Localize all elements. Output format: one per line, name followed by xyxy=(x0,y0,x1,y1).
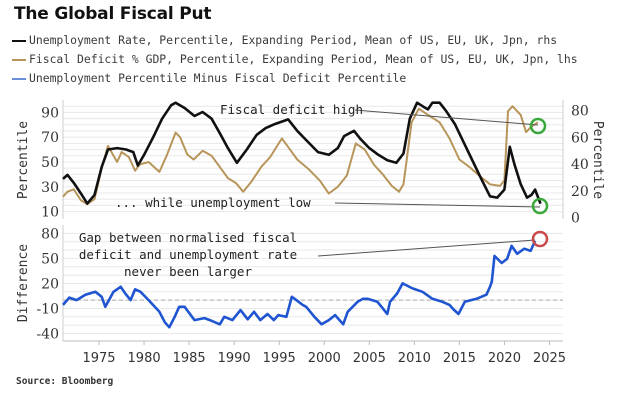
top-panel-grid xyxy=(63,105,563,213)
x-tick-label: 2020 xyxy=(488,351,521,366)
highlight-circle-gap xyxy=(531,230,549,248)
x-tick-label: 2005 xyxy=(353,351,386,366)
y-tick-label-left: 30 xyxy=(41,180,59,196)
y-tick-label-left: 90 xyxy=(41,105,59,121)
annotation-gap-line-2: deficit and unemployment rate xyxy=(79,247,297,262)
series-line-difference xyxy=(62,240,537,329)
legend-item-fiscal-deficit: Fiscal Deficit % GDP, Percentile, Expand… xyxy=(12,50,578,69)
highlight-circle-fiscal xyxy=(529,117,547,135)
legend-label-unemployment: Unemployment Rate, Percentile, Expanding… xyxy=(29,33,558,47)
legend-label-fiscal-deficit: Fiscal Deficit % GDP, Percentile, Expand… xyxy=(29,52,578,66)
y-tick-label-right: 80 xyxy=(571,104,589,120)
annotation-gap-line-1: Gap between normalised fiscal xyxy=(79,230,297,245)
bottom-left-ticks: -40 -10 20 50 80 xyxy=(36,226,59,342)
source-note: Source: Bloomberg xyxy=(16,376,114,387)
legend: Unemployment Rate, Percentile, Expanding… xyxy=(12,31,578,88)
unemployment-low-pointer xyxy=(334,202,541,208)
x-tick-label: 2000 xyxy=(308,351,341,366)
y-tick-label-bottom: 80 xyxy=(41,226,59,242)
top-left-ticks: 10 30 50 70 90 xyxy=(41,105,59,220)
legend-item-unemployment: Unemployment Rate, Percentile, Expanding… xyxy=(12,31,578,50)
top-left-axis-label: Percentile xyxy=(16,121,31,199)
series-line-fiscal-deficit xyxy=(62,105,539,206)
series-layer xyxy=(62,101,542,329)
y-tick-label-right: 60 xyxy=(571,130,589,146)
y-tick-label-left: 50 xyxy=(41,155,59,171)
legend-item-difference: Unemployment Percentile Minus Fiscal Def… xyxy=(12,69,578,88)
series-line-unemployment xyxy=(62,101,542,205)
x-tick-label: 2015 xyxy=(443,351,476,366)
y-tick-label-bottom: 50 xyxy=(41,251,59,267)
fiscal-high-pointer xyxy=(354,109,539,126)
x-tick-label: 1985 xyxy=(173,351,206,366)
top-right-ticks: 0 20 40 60 80 xyxy=(571,104,589,227)
legend-swatch-difference xyxy=(12,77,26,80)
x-tick-label: 2010 xyxy=(398,351,431,366)
y-tick-label-right: 20 xyxy=(571,184,589,200)
legend-swatch-unemployment xyxy=(12,39,26,42)
y-tick-label-left: 70 xyxy=(41,130,59,146)
x-tick-label: 1975 xyxy=(82,351,115,366)
annotation-unemployment-low: ... while unemployment low xyxy=(115,195,311,210)
bottom-left-axis-label: Difference xyxy=(16,244,31,322)
x-tick-label: 2025 xyxy=(533,351,566,366)
x-tick-label: 1995 xyxy=(263,351,296,366)
y-tick-label-bottom: -40 xyxy=(36,326,59,342)
annotation-fiscal-high: Fiscal deficit high xyxy=(220,102,363,117)
top-right-axis-label: Percentile xyxy=(590,121,605,199)
annotation-gap-line-3: never been larger xyxy=(124,264,252,279)
chart-title: The Global Fiscal Put xyxy=(14,4,212,24)
y-tick-label-bottom: 20 xyxy=(41,276,59,292)
highlight-circle-unemployment xyxy=(531,197,549,215)
y-tick-label-right: 40 xyxy=(571,157,589,173)
legend-swatch-fiscal-deficit xyxy=(12,58,26,61)
x-tick-label: 1980 xyxy=(128,351,161,366)
legend-label-difference: Unemployment Percentile Minus Fiscal Def… xyxy=(29,71,407,85)
gap-pointer xyxy=(317,239,536,257)
y-tick-label-bottom: -10 xyxy=(36,301,59,317)
x-axis-ticks: 1975 1980 1985 1990 1995 2000 2005 2010 2015 2020… xyxy=(82,341,566,366)
y-tick-label-right: 0 xyxy=(571,211,580,227)
y-tick-label-left: 10 xyxy=(41,205,59,221)
x-tick-label: 1990 xyxy=(218,351,251,366)
